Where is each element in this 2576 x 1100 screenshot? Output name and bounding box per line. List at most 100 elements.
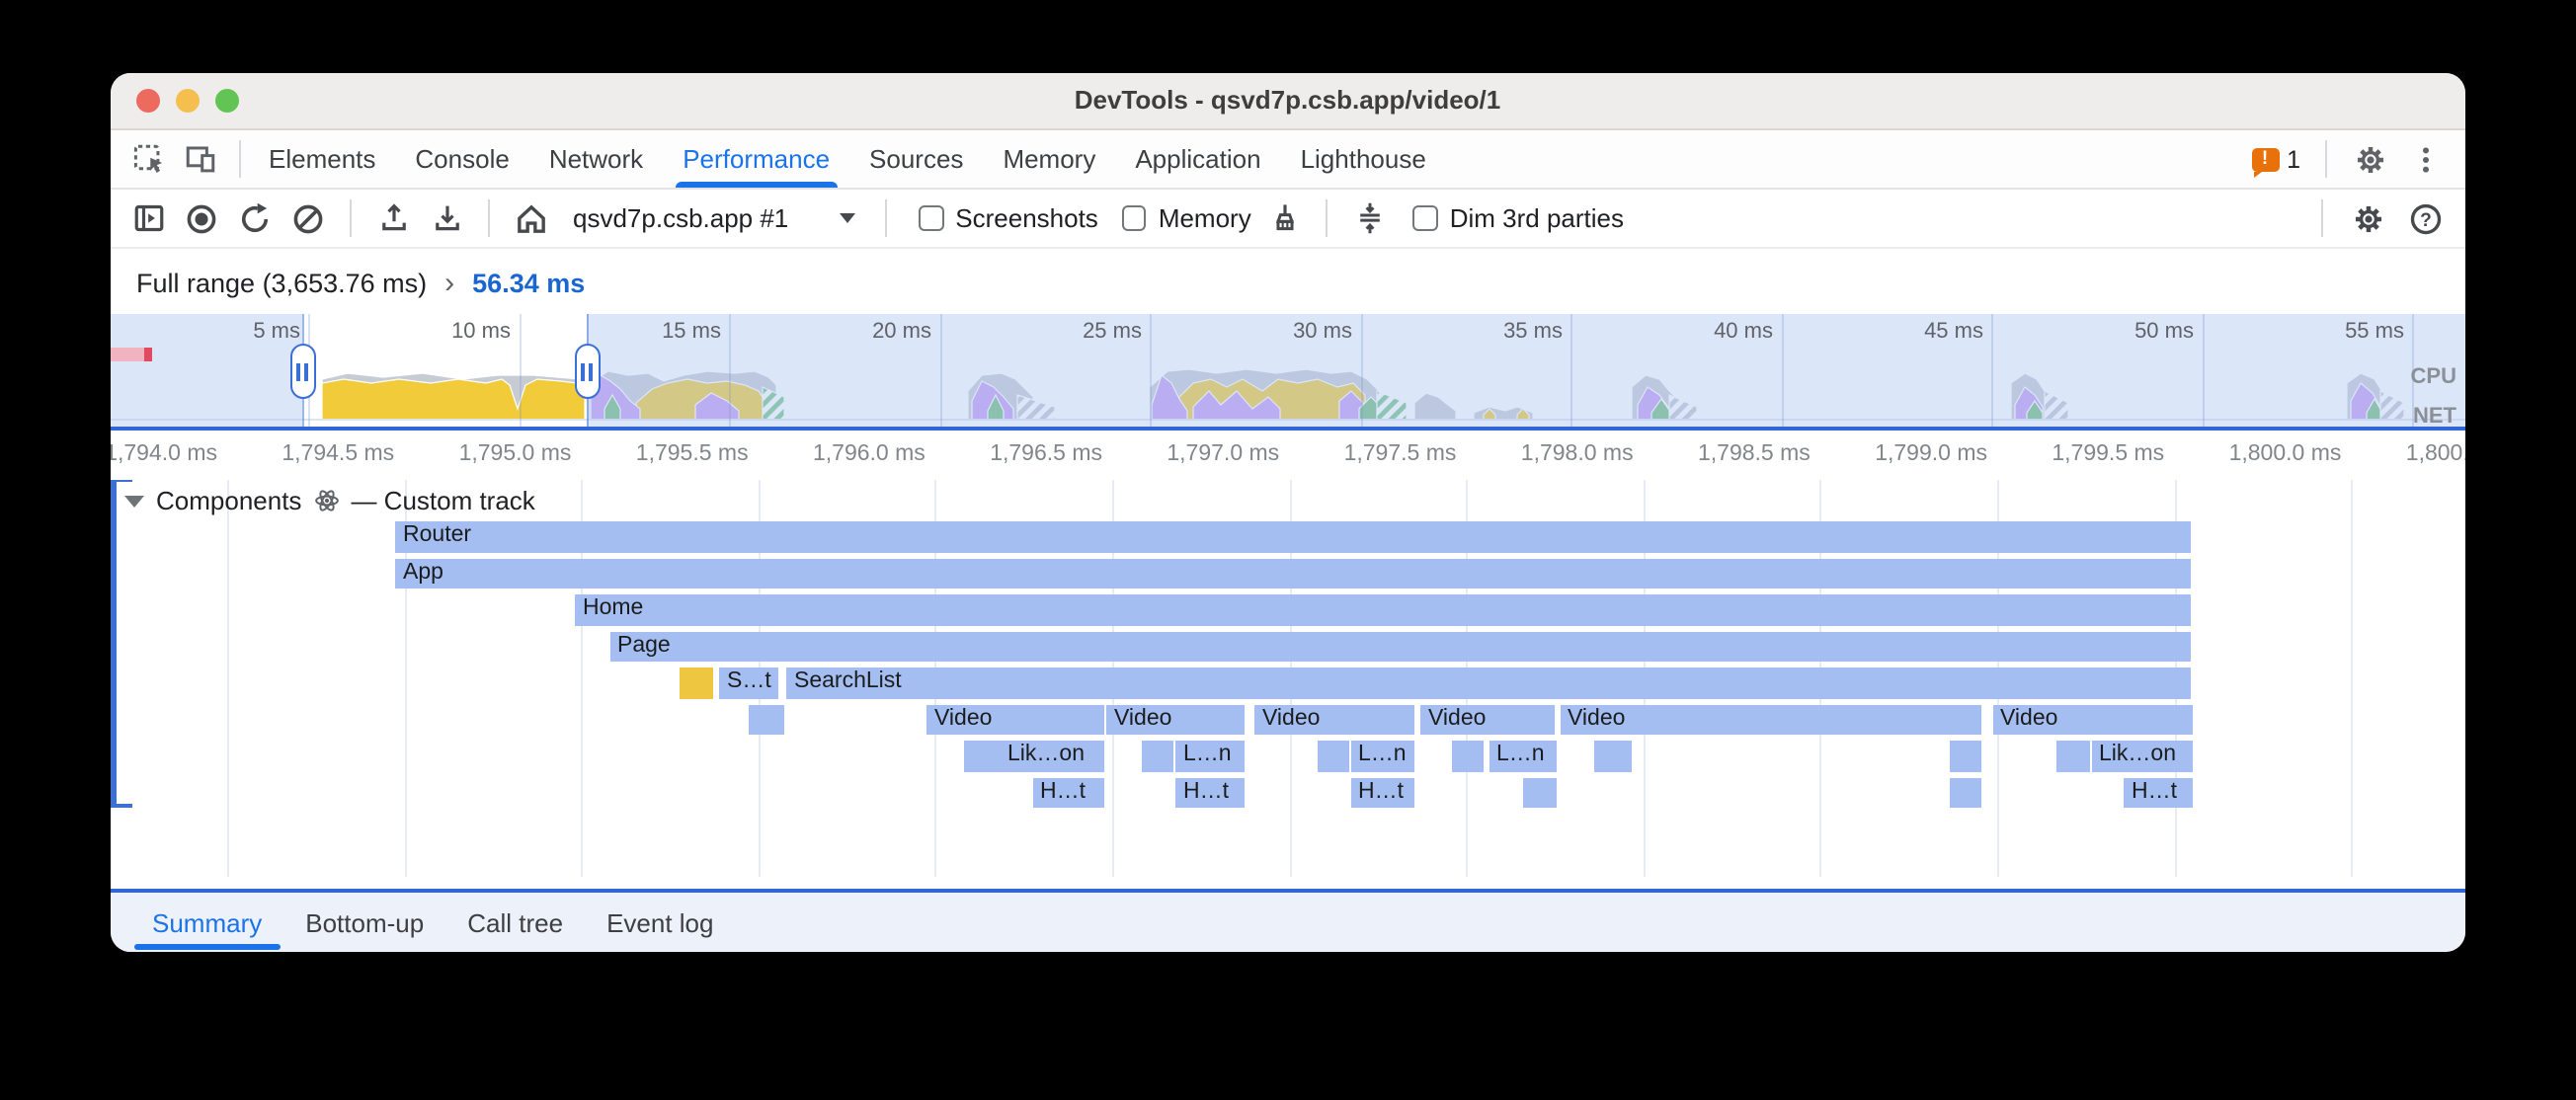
flame-bar[interactable]: SearchList [786,668,2191,698]
tab-lighthouse[interactable]: Lighthouse [1300,144,1426,174]
bottom-panel-border [111,889,2464,893]
flame-bar[interactable]: Video [1420,704,1554,735]
flame-bar[interactable] [1593,741,1631,771]
flame-bar[interactable] [1451,741,1483,771]
issues-indicator[interactable]: ! 1 [2251,145,2300,177]
track-selection-bracket [111,480,129,808]
bottom-tab-call-tree[interactable]: Call tree [467,907,564,937]
record-icon[interactable] [182,198,221,238]
flame-bar[interactable]: H…t [2124,777,2192,808]
flame-bar[interactable]: S…t [719,668,778,698]
ruler-tick-label: 1,797.0 ms [1167,441,1280,465]
ruler-tick-label: 1,795.5 ms [635,441,749,465]
flame-bar[interactable] [748,704,784,735]
overview-gridline [1570,314,1572,427]
reload-record-icon[interactable] [235,198,275,238]
screenshots-checkbox[interactable] [919,205,944,231]
overview-tick-label: 35 ms [1503,320,1563,344]
dim-3rd-parties-toggle[interactable]: Dim 3rd parties [1412,203,1624,233]
overview-tick-label: 10 ms [451,320,511,344]
zoom-window-button[interactable] [215,89,239,113]
collapse-icon[interactable] [1350,198,1390,238]
divider [1326,199,1328,237]
kebab-menu-icon[interactable] [2405,139,2445,179]
devtools-window: DevTools - qsvd7p.csb.app/video/1 [111,73,2464,952]
download-profile-icon[interactable] [427,198,466,238]
overview-gridline [939,314,941,427]
tab-application[interactable]: Application [1135,144,1261,174]
tab-console[interactable]: Console [415,144,510,174]
divider [488,199,490,237]
inspect-element-icon[interactable] [128,139,168,179]
divider [350,199,352,237]
device-toolbar-icon[interactable] [180,139,219,179]
flame-bar[interactable]: Router [395,521,2191,552]
selection-right-handle[interactable] [574,344,600,399]
toggle-sidebar-icon[interactable] [128,198,168,238]
bottom-tab-event-log[interactable]: Event log [606,907,714,937]
selection-left-handle[interactable] [289,344,315,399]
issues-count: 1 [2287,145,2300,173]
flame-bar[interactable] [964,741,999,771]
flame-bar[interactable]: H…t [1350,777,1414,808]
flame-bar[interactable]: Video [1106,704,1244,735]
collapse-triangle-icon[interactable] [124,495,144,507]
flame-bar[interactable]: App [395,558,2191,589]
flame-bar[interactable]: Home [575,594,2191,625]
collect-garbage-icon[interactable] [1265,198,1305,238]
flame-bar[interactable]: L…n [1489,741,1557,771]
flame-bar[interactable]: Video [926,704,1103,735]
overview-tick-label: 5 ms [253,320,300,344]
selected-range-crumb[interactable]: 56.34 ms [472,268,586,297]
flame-bar[interactable]: Video [1254,704,1414,735]
target-selector[interactable]: qsvd7p.csb.app #1 [573,203,856,233]
memory-checkbox[interactable] [1121,205,1147,231]
screenshots-toggle[interactable]: Screenshots [919,203,1098,233]
close-window-button[interactable] [136,89,160,113]
ruler-tick-label: 1,799.5 ms [2052,441,2165,465]
flame-bar[interactable]: L…n [1175,741,1244,771]
flame-bar[interactable] [1950,777,1981,808]
flame-bar[interactable] [1318,741,1349,771]
minimize-window-button[interactable] [176,89,200,113]
overview-shade-right [587,314,2464,427]
timeline-overview[interactable]: 5 ms 10 ms 15 ms 20 ms 25 ms 30 ms 35 ms 40 ms 4… [111,314,2464,427]
flame-bar[interactable] [1522,777,1557,808]
flame-gridline [404,480,407,877]
ruler-tick-label: 1,798.5 ms [1697,441,1811,465]
bottom-tab-summary[interactable]: Summary [130,893,283,952]
bottom-tab-bottom-up[interactable]: Bottom-up [305,907,425,937]
full-range-crumb[interactable]: Full range (3,653.76 ms) [136,268,428,297]
help-icon[interactable]: ? [2405,198,2445,238]
flame-chart[interactable]: Components — Custom track Router App Home P… [111,480,2464,889]
flame-bar[interactable]: H…t [1175,777,1244,808]
track-header[interactable]: Components — Custom track [124,486,535,515]
flame-bar[interactable] [2055,741,2089,771]
settings-gear-icon[interactable] [2350,139,2389,179]
capture-settings-gear-icon[interactable] [2348,198,2387,238]
clear-icon[interactable] [288,198,328,238]
tab-network[interactable]: Network [548,144,644,174]
flame-bar[interactable] [679,668,713,698]
home-icon[interactable] [512,198,551,238]
flame-bar[interactable]: L…n [1350,741,1414,771]
ruler-tick-label: 1,794.5 ms [282,441,395,465]
memory-toggle[interactable]: Memory [1121,203,1251,233]
tab-memory[interactable]: Memory [1003,144,1096,174]
flame-bar[interactable]: H…t [1032,777,1103,808]
flame-bar[interactable]: Lik…on [2091,741,2192,771]
flame-bar[interactable]: Page [609,631,2191,662]
flame-bar[interactable]: Lik…on [1000,741,1103,771]
dim-3rd-parties-checkbox[interactable] [1412,205,1438,231]
tab-sources[interactable]: Sources [869,144,964,174]
tab-performance[interactable]: Performance [663,130,849,188]
flame-bar[interactable] [1950,741,1981,771]
flame-bar[interactable] [1141,741,1172,771]
panel-tabs: Elements Console Network Performance Sources… [249,130,1446,188]
flame-bar[interactable]: Video [1992,704,2192,735]
flame-bar[interactable]: Video [1560,704,1981,735]
upload-profile-icon[interactable] [373,198,413,238]
tab-elements[interactable]: Elements [269,144,376,174]
issues-icon: ! [2251,147,2280,177]
